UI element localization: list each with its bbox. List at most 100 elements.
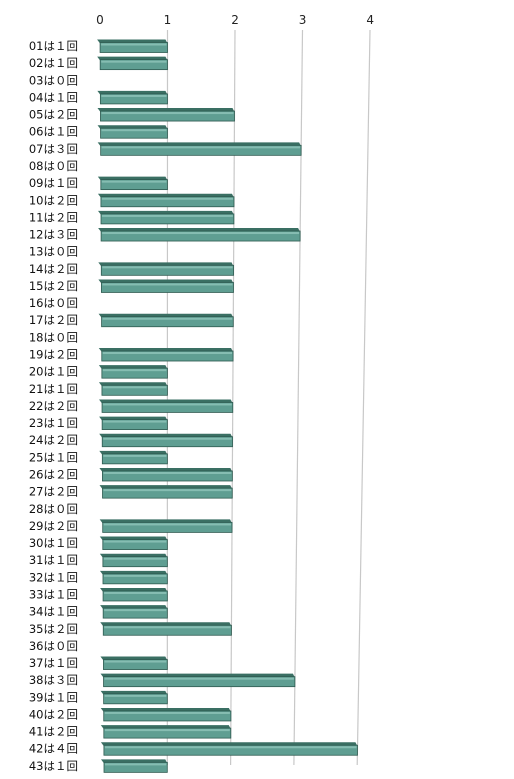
- bar-highlight: [102, 266, 233, 269]
- bar-highlight: [103, 523, 232, 526]
- bar-front-face: [100, 264, 234, 276]
- category-label: 10は２回: [29, 193, 78, 207]
- category-label: 12は３回: [29, 228, 78, 242]
- bar-highlight: [101, 180, 167, 183]
- bar: [100, 725, 232, 739]
- bar-front-face: [103, 761, 168, 773]
- category-label: 39は１回: [29, 690, 78, 704]
- bar-front-face: [101, 367, 168, 379]
- bar: [100, 605, 168, 619]
- bar-front-face: [102, 487, 233, 499]
- bar-highlight: [102, 369, 167, 372]
- category-label: 30は１回: [29, 536, 78, 550]
- bar-front-face: [100, 127, 168, 139]
- bar-front-face: [103, 693, 168, 705]
- category-label: 43は１回: [29, 759, 78, 773]
- category-label: 04は１回: [29, 90, 78, 104]
- bar: [100, 742, 358, 756]
- category-label: 29は２回: [29, 519, 78, 533]
- bar: [98, 382, 168, 396]
- bar-highlight: [104, 626, 231, 629]
- bar-highlight: [102, 386, 167, 389]
- gridline-3: [293, 29, 304, 766]
- x-tick-label: 4: [366, 13, 374, 27]
- bar-highlight: [103, 540, 167, 543]
- bar: [98, 228, 301, 242]
- bar-front-face: [103, 659, 168, 670]
- category-label: 09は１回: [29, 176, 78, 190]
- bar-highlight: [104, 729, 230, 732]
- bar-front-face: [103, 744, 358, 756]
- bars: [97, 39, 358, 773]
- bar-highlight: [103, 420, 167, 423]
- category-label: 21は１回: [29, 382, 78, 396]
- bar: [98, 210, 235, 225]
- bar-front-face: [103, 710, 232, 722]
- category-label: 22は２回: [29, 399, 78, 413]
- category-label: 08は０回: [29, 159, 78, 173]
- bar: [99, 536, 168, 550]
- bar-front-face: [102, 573, 168, 585]
- bar: [101, 759, 168, 773]
- bar-highlight: [103, 489, 232, 492]
- category-label: 33は１回: [29, 587, 78, 601]
- bar: [97, 142, 302, 156]
- bar-highlight: [104, 591, 167, 594]
- gridline-4: [356, 29, 371, 766]
- category-label: 36は０回: [29, 639, 78, 653]
- bar-highlight: [103, 454, 167, 457]
- bar-front-face: [102, 522, 233, 533]
- bar-highlight: [103, 472, 232, 474]
- bar: [98, 279, 234, 293]
- bar-front-face: [102, 624, 232, 636]
- bar-highlight: [101, 60, 167, 63]
- bar: [97, 56, 168, 71]
- bar-highlight: [101, 146, 301, 149]
- bar-front-face: [102, 470, 233, 482]
- bar-highlight: [105, 763, 167, 766]
- bar: [100, 673, 296, 688]
- bar-front-face: [102, 607, 168, 619]
- x-tick-label: 3: [299, 13, 307, 27]
- category-label: 03は０回: [29, 73, 78, 87]
- bar-front-face: [101, 402, 234, 413]
- bar: [100, 656, 168, 670]
- x-tick-labels: 0 1 2 3 4: [96, 13, 374, 27]
- bar-highlight: [101, 112, 234, 115]
- bar-highlight: [104, 609, 167, 612]
- bar-highlight: [102, 352, 233, 355]
- bar-front-face: [100, 144, 302, 156]
- bar: [100, 587, 168, 602]
- category-label: 19は２回: [29, 348, 78, 362]
- bar-highlight: [102, 214, 233, 217]
- category-label: 18は０回: [29, 330, 78, 344]
- bar: [98, 365, 168, 379]
- bar-highlight: [102, 283, 233, 286]
- category-label: 01は１回: [29, 39, 78, 53]
- bar: [99, 416, 168, 430]
- bar: [98, 262, 234, 276]
- bar-front-face: [100, 110, 235, 122]
- category-label: 37は１回: [29, 656, 78, 670]
- bar-highlight: [102, 232, 300, 235]
- bar-highlight: [101, 94, 167, 97]
- bar-front-face: [101, 453, 168, 465]
- bar-front-face: [101, 436, 233, 448]
- bar: [99, 433, 233, 448]
- bar-highlight: [102, 317, 233, 320]
- bar: [97, 193, 235, 208]
- x-tick-label: 0: [96, 13, 104, 27]
- bar: [97, 39, 168, 53]
- category-label: 26は２回: [29, 468, 78, 482]
- bar-front-face: [103, 727, 232, 739]
- bar: [99, 553, 168, 568]
- bar-highlight: [103, 557, 167, 560]
- category-label: 14は２回: [29, 262, 78, 276]
- category-label: 31は１回: [29, 553, 78, 567]
- bar: [97, 125, 168, 139]
- bar-highlight: [103, 437, 232, 440]
- bar-front-face: [100, 230, 301, 242]
- bar-front-face: [103, 676, 296, 688]
- bar: [99, 468, 233, 482]
- category-label: 23は１回: [29, 416, 78, 430]
